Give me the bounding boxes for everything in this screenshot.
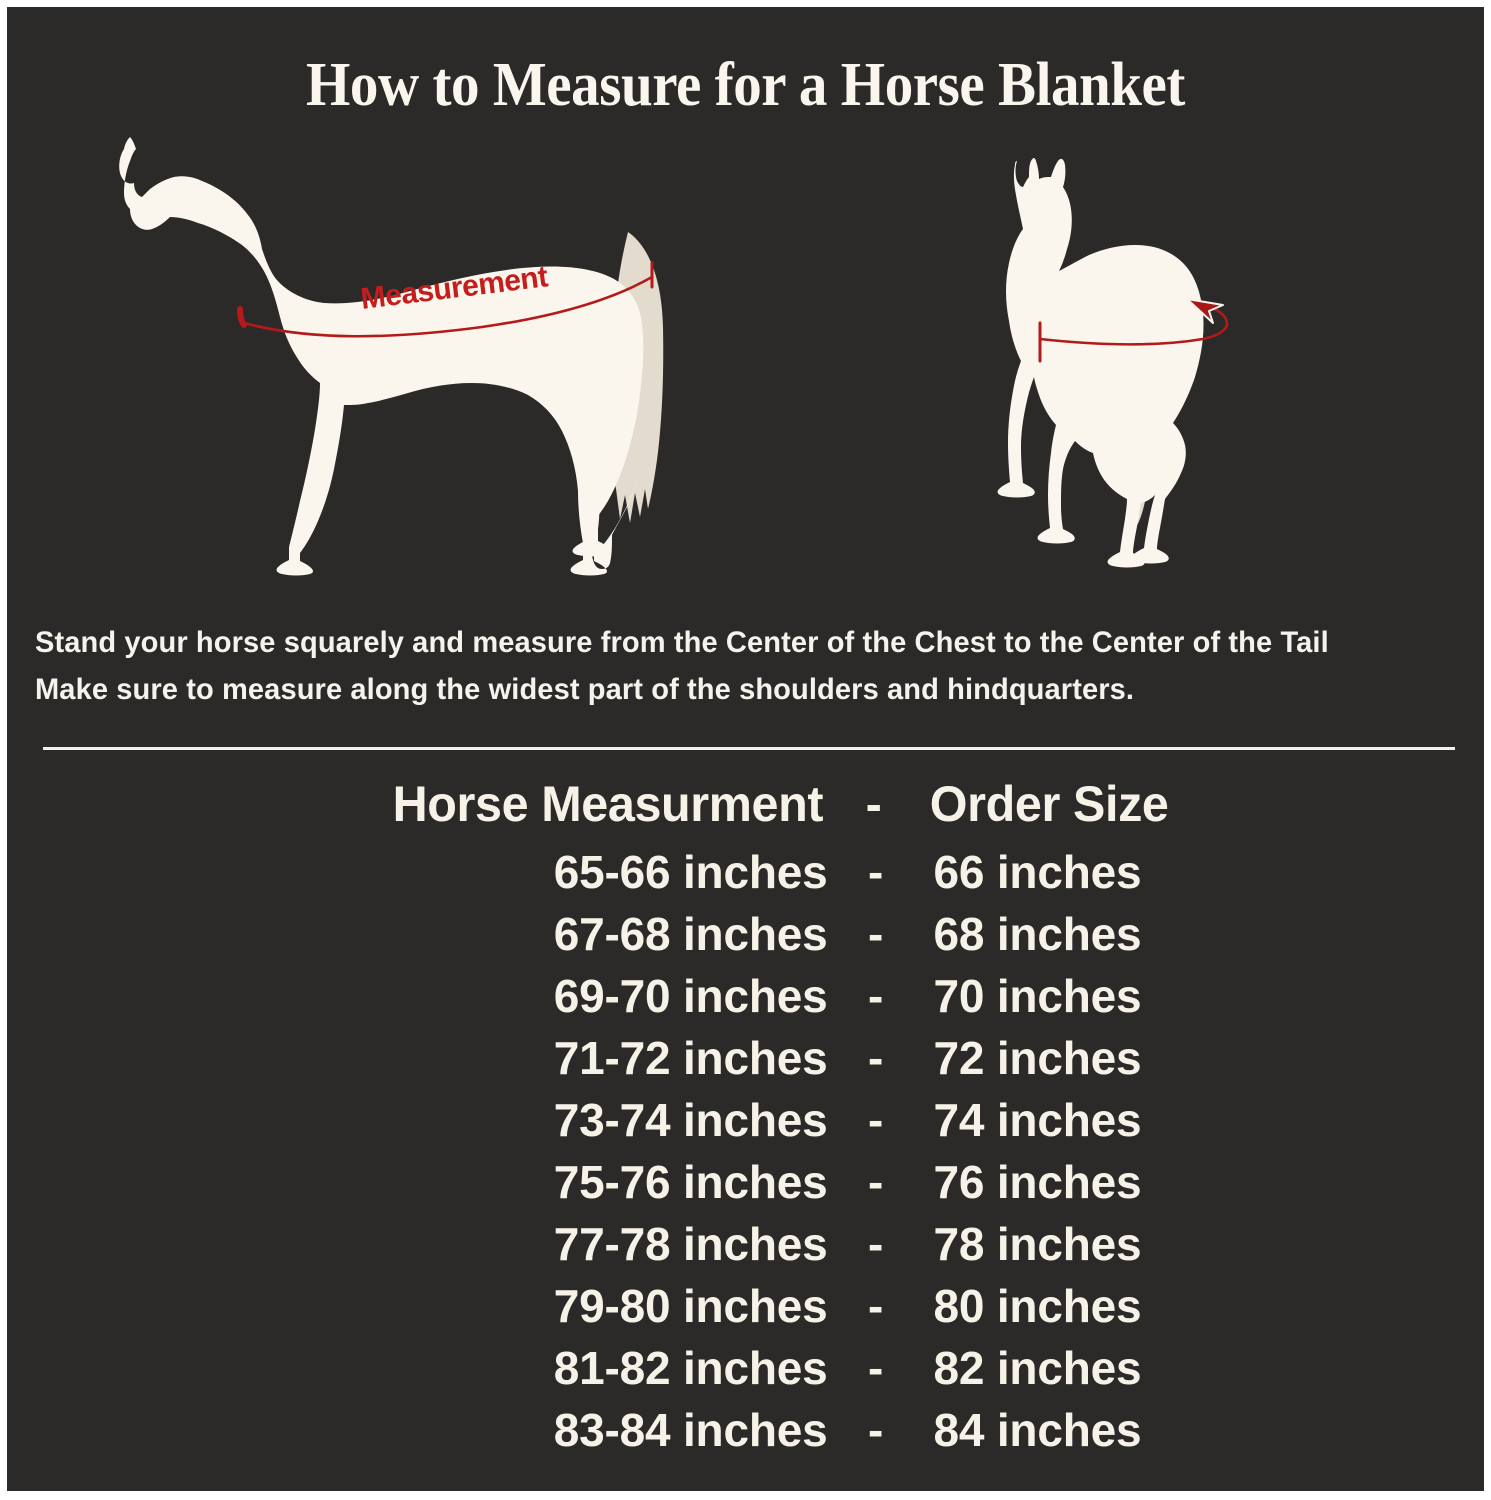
instruction-line-2: Make sure to measure along the widest pa… <box>35 673 1135 706</box>
table-row: 65-66 inches -66 inches <box>7 841 1484 903</box>
cell-horse-measurement: 83-84 inches <box>553 1404 828 1456</box>
cell-dash: - <box>867 1218 884 1270</box>
table-row: 69-70 inches -70 inches <box>7 965 1484 1027</box>
table-row: 75-76 inches -76 inches <box>7 1151 1484 1213</box>
cell-horse-measurement: 65-66 inches <box>553 846 828 898</box>
cell-horse-measurement: 67-68 inches <box>553 908 828 960</box>
cell-dash: - <box>867 970 884 1022</box>
cell-order-size: 72 inches <box>933 1032 1142 1084</box>
side-view-horse: Measurement <box>62 137 762 587</box>
table-row: 67-68 inches -68 inches <box>7 903 1484 965</box>
page-title: How to Measure for a Horse Blanket <box>306 51 1185 119</box>
cell-order-size: 66 inches <box>933 846 1142 898</box>
cell-horse-measurement: 75-76 inches <box>553 1156 828 1208</box>
table-row: 79-80 inches -80 inches <box>7 1275 1484 1337</box>
cell-dash: - <box>867 1094 884 1146</box>
table-row: 81-82 inches -82 inches <box>7 1337 1484 1399</box>
table-row: 71-72 inches -72 inches <box>7 1027 1484 1089</box>
side-horse-hind-leg <box>548 387 610 557</box>
cell-horse-measurement: 73-74 inches <box>553 1094 828 1146</box>
cell-order-size: 70 inches <box>933 970 1142 1022</box>
cell-dash: - <box>867 1032 884 1084</box>
cell-dash: - <box>867 1404 884 1456</box>
cell-horse-measurement: 69-70 inches <box>553 970 828 1022</box>
cell-order-size: 84 inches <box>933 1404 1142 1456</box>
cell-dash: - <box>867 846 884 898</box>
header-dash: - <box>865 776 882 832</box>
cell-order-size: 78 inches <box>933 1218 1142 1270</box>
table-row: 83-84 inches -84 inches <box>7 1399 1484 1461</box>
rear-view-horse <box>955 139 1275 589</box>
measurement-arrow <box>1038 298 1229 363</box>
side-view-horse-graphic: Measurement <box>119 137 664 576</box>
rear-horse-body <box>997 158 1204 568</box>
cell-dash: - <box>867 1342 884 1394</box>
header-measurement: Horse Measurment <box>392 776 824 832</box>
side-horse-body <box>119 137 644 576</box>
measurement-line <box>237 261 654 338</box>
cell-horse-measurement: 77-78 inches <box>553 1218 828 1270</box>
header-order-size: Order Size <box>929 776 1169 832</box>
instruction-line-1: Stand your horse squarely and measure fr… <box>35 626 1329 659</box>
cell-order-size: 80 inches <box>933 1280 1142 1332</box>
cell-order-size: 82 inches <box>933 1342 1142 1394</box>
table-body: 65-66 inches -66 inches 67-68 inches -68 in… <box>7 841 1484 1461</box>
cell-dash: - <box>867 1280 884 1332</box>
cell-horse-measurement: 79-80 inches <box>553 1280 828 1332</box>
infographic-panel: How to Measure for a Horse Blanket <box>7 7 1484 1491</box>
rear-view-horse-graphic <box>997 158 1229 568</box>
table-row: 73-74 inches -74 inches <box>7 1089 1484 1151</box>
cell-horse-measurement: 71-72 inches <box>553 1032 828 1084</box>
cell-horse-measurement: 81-82 inches <box>553 1342 828 1394</box>
cell-order-size: 74 inches <box>933 1094 1142 1146</box>
size-chart-table: Horse Measurment - Order Size 65-66 inch… <box>7 767 1484 1461</box>
cell-dash: - <box>867 1156 884 1208</box>
instructions-text: Stand your horse squarely and measure fr… <box>35 619 1434 713</box>
cell-dash: - <box>867 908 884 960</box>
illustration-area: Measurement <box>7 137 1484 597</box>
table-header-row: Horse Measurment - Order Size <box>29 767 1462 841</box>
section-divider <box>43 747 1455 750</box>
cell-order-size: 76 inches <box>933 1156 1142 1208</box>
cell-order-size: 68 inches <box>933 908 1142 960</box>
table-row: 77-78 inches -78 inches <box>7 1213 1484 1275</box>
